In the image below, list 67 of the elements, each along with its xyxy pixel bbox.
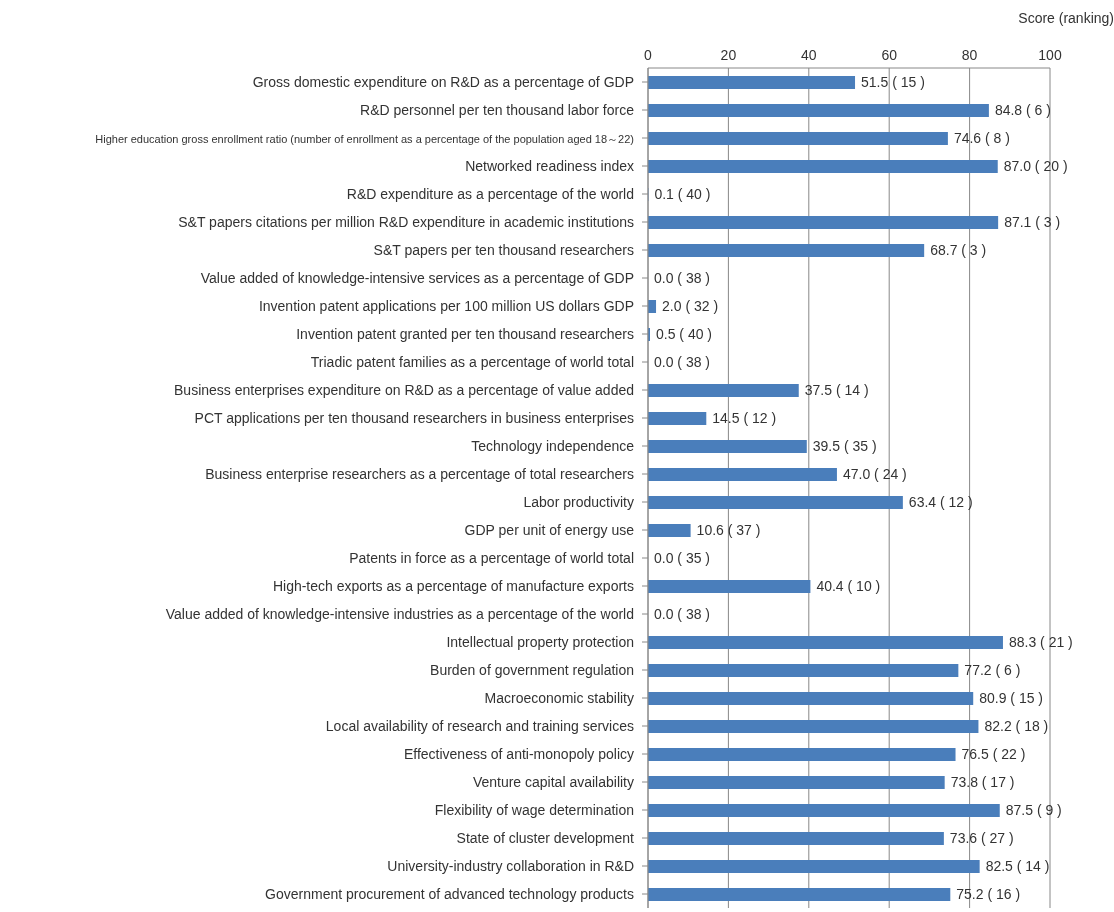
y-tick-label: Invention patent applications per 100 million US dollars GDP — [258, 298, 634, 314]
data-label: 88.3 ( 21 ) — [1008, 634, 1073, 650]
y-tick-label: Local availability of research and training services — [325, 718, 634, 734]
x-tick-label: 60 — [881, 47, 898, 63]
data-label: 84.8 ( 6 ) — [994, 102, 1051, 118]
data-label: 10.6 ( 37 ) — [696, 522, 761, 538]
data-label: 68.7 ( 3 ) — [930, 242, 987, 258]
data-label: 0.0 ( 35 ) — [654, 550, 711, 566]
y-tick-label: High-tech exports as a percentage of manufacture exports — [272, 578, 634, 594]
y-tick-label: Business enterprise researchers as a percentage of total researchers — [205, 466, 634, 482]
y-tick-label: R&D personnel per ten thousand labor force — [360, 102, 635, 118]
y-tick-label: Triadic patent families as a percentage of world total — [310, 354, 634, 370]
x-tick-label: 80 — [961, 47, 978, 63]
y-tick-label: Patents in force as a percentage of world total — [349, 550, 634, 566]
y-tick-label: S&T papers citations per million R&D expenditure in academic institutions — [178, 214, 634, 230]
data-label: 73.6 ( 27 ) — [949, 830, 1014, 846]
y-tick-label: Macroeconomic stability — [484, 690, 634, 706]
data-label: 80.9 ( 15 ) — [979, 690, 1044, 706]
y-tick-label: Networked readiness index — [465, 158, 634, 174]
y-tick-label: Venture capital availability — [472, 774, 634, 790]
y-tick-label: Labor productivity — [523, 494, 634, 510]
y-tick-label: R&D expenditure as a percentage of the world — [346, 186, 634, 202]
data-label: 47.0 ( 24 ) — [842, 466, 907, 482]
data-label: 74.6 ( 8 ) — [953, 130, 1010, 146]
x-tick-label: 100 — [1038, 47, 1062, 63]
data-label: 63.4 ( 12 ) — [908, 494, 973, 510]
data-label: 40.4 ( 10 ) — [816, 578, 881, 594]
y-tick-label: PCT applications per ten thousand researchers in business enterprises — [194, 410, 634, 426]
data-label: 51.5 ( 15 ) — [861, 74, 925, 90]
data-label: 82.5 ( 14 ) — [985, 858, 1050, 874]
y-tick-label: Effectiveness of anti-monopoly policy — [403, 746, 634, 762]
data-label: 0.1 ( 40 ) — [654, 186, 711, 202]
y-tick-label: Intellectual property protection — [446, 634, 634, 650]
data-label: 87.0 ( 20 ) — [1003, 158, 1068, 174]
data-label: 77.2 ( 6 ) — [964, 662, 1021, 678]
data-label: 0.0 ( 38 ) — [654, 606, 711, 622]
y-tick-label: Burden of government regulation — [430, 662, 634, 678]
data-label: 76.5 ( 22 ) — [961, 746, 1026, 762]
y-tick-label: Invention patent granted per ten thousand researchers — [296, 326, 634, 342]
data-label: 39.5 ( 35 ) — [812, 438, 877, 454]
data-label: 14.5 ( 12 ) — [712, 410, 777, 426]
data-label: 87.5 ( 9 ) — [1005, 802, 1062, 818]
y-tick-label: Government procurement of advanced technology products — [265, 886, 634, 902]
data-label: 82.2 ( 18 ) — [984, 718, 1049, 734]
y-tick-label: Higher education gross enrollment ratio (number of enrollment as a percentage of the population aged 18～22) — [95, 133, 634, 145]
y-tick-label: S&T papers per ten thousand researchers — [373, 242, 634, 258]
x-tick-label: 40 — [801, 47, 817, 63]
data-label: 37.5 ( 14 ) — [804, 382, 869, 398]
x-axis-title: Score (ranking) — [1018, 10, 1114, 26]
y-tick-label: Business enterprises expenditure on R&D as a percentage of value added — [174, 382, 634, 398]
y-tick-label: State of cluster development — [456, 830, 635, 846]
data-label: 87.1 ( 3 ) — [1004, 214, 1061, 230]
data-label: 73.8 ( 17 ) — [950, 774, 1015, 790]
y-tick-label: Flexibility of wage determination — [434, 802, 634, 818]
x-tick-label: 0 — [644, 47, 653, 63]
y-tick-label: University-industry collaboration in R&D — [387, 858, 634, 874]
y-tick-label: Gross domestic expenditure on R&D as a percentage of GDP — [252, 74, 634, 90]
data-label: 75.2 ( 16 ) — [956, 886, 1021, 902]
y-tick-label: GDP per unit of energy use — [464, 522, 635, 538]
data-label: 0.5 ( 40 ) — [656, 326, 713, 342]
y-tick-label: Value added of knowledge-intensive industries as a percentage of the world — [165, 606, 634, 622]
y-tick-label: Value added of knowledge-intensive services as a percentage of GDP — [200, 270, 634, 286]
data-label: 0.0 ( 38 ) — [654, 270, 711, 286]
data-label: 0.0 ( 38 ) — [654, 354, 711, 370]
y-tick-label: Technology independence — [471, 438, 635, 454]
x-tick-label: 20 — [720, 47, 737, 63]
data-label: 2.0 ( 32 ) — [662, 298, 719, 314]
